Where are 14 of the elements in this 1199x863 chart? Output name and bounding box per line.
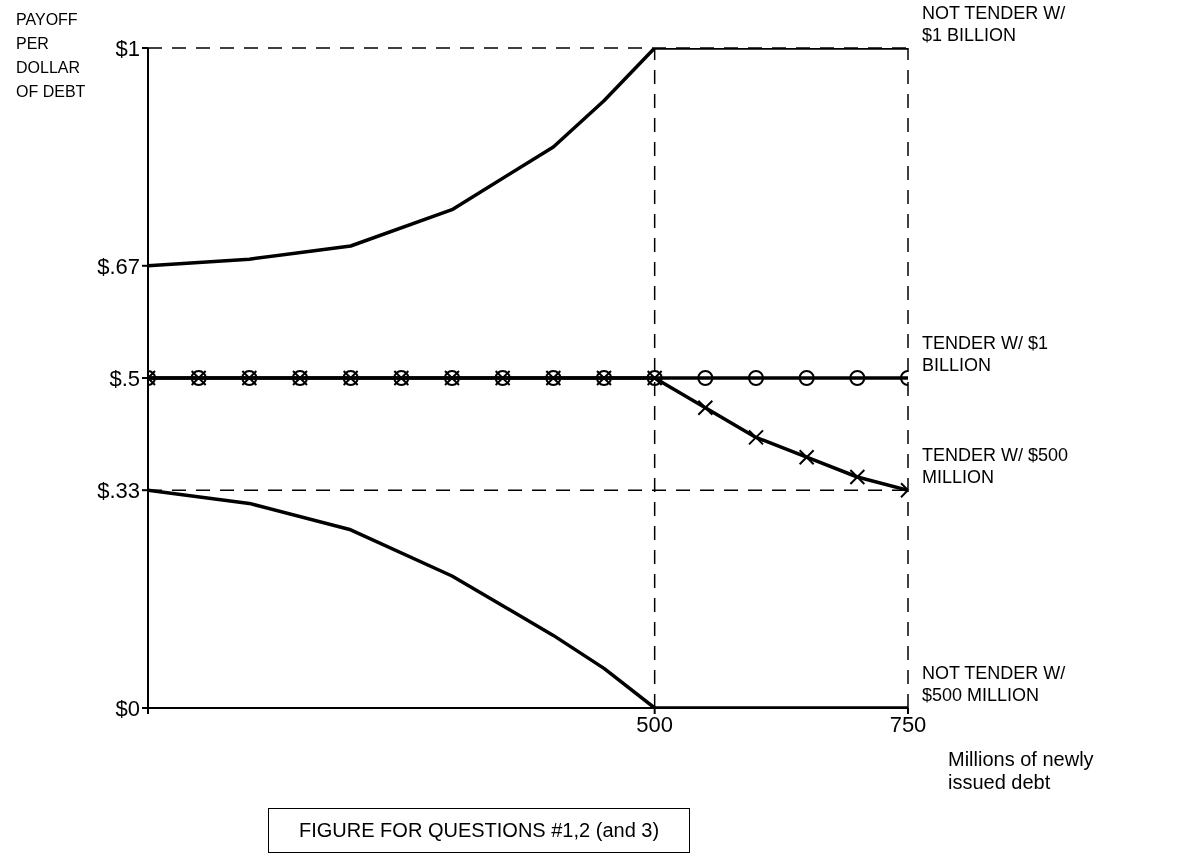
y-axis-title: PAYOFF PER DOLLAR OF DEBT <box>16 10 87 102</box>
x-axis-title: Millions of newly issued debt <box>948 748 1095 794</box>
series-label: NOT TENDER W/ $500 MILLION <box>922 662 1067 706</box>
y-tick-label: $1 <box>115 35 140 61</box>
x-tick-label: 500 <box>636 711 674 737</box>
y-tick-label: $.5 <box>109 365 140 391</box>
series-label: TENDER W/ $1 BILLION <box>922 332 1050 376</box>
y-tick-label: $0 <box>115 695 140 721</box>
y-tick-label: $.33 <box>97 478 140 504</box>
y-tick-label: $.67 <box>97 253 140 279</box>
series-label: TENDER W/ $500 MILLION <box>922 444 1070 489</box>
text: FIGURE FOR QUESTIONS #1,2 (and 3) <box>268 808 691 853</box>
x-tick-label: 750 <box>889 711 927 737</box>
series-label: NOT TENDER W/ $1 BILLION <box>922 2 1067 46</box>
